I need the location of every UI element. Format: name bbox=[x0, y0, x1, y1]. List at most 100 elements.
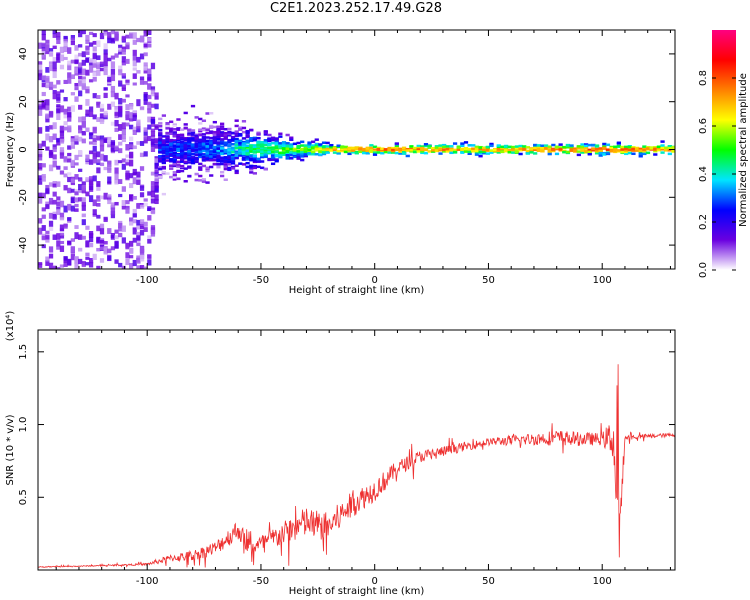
spectrogram-cell bbox=[147, 124, 152, 130]
spectrogram-cell bbox=[70, 188, 75, 193]
spectrogram-cell bbox=[136, 37, 141, 43]
spectrogram-cell bbox=[110, 246, 116, 251]
spectrogram-cell bbox=[438, 144, 443, 147]
spectrogram-cell bbox=[85, 109, 90, 116]
spectrogram-cell bbox=[48, 136, 54, 143]
spectrogram-cell bbox=[649, 146, 654, 150]
spectrogram-cell bbox=[41, 163, 46, 168]
spectrogram-cell bbox=[187, 145, 192, 148]
spectrogram-cell bbox=[96, 214, 101, 219]
spectrogram-cell bbox=[74, 96, 79, 102]
spectrogram-cell bbox=[118, 222, 123, 229]
spectrogram-cell bbox=[158, 148, 163, 152]
spectrogram-cell bbox=[179, 149, 185, 152]
spectrogram-cell bbox=[190, 139, 196, 142]
spectrogram-cell bbox=[613, 145, 618, 149]
spectrogram-cell bbox=[234, 124, 239, 128]
spectrogram-cell bbox=[256, 131, 261, 135]
spectrogram-cell bbox=[187, 137, 192, 140]
spectrogram-cell bbox=[565, 150, 571, 154]
spectrogram-cell bbox=[190, 159, 196, 163]
spectrogram-cell bbox=[238, 146, 243, 149]
spectrogram-cell bbox=[74, 174, 79, 180]
spectrogram-cell bbox=[38, 154, 43, 161]
spectrogram-cell bbox=[136, 171, 141, 178]
spectrogram-cell bbox=[584, 143, 589, 146]
spectrogram-cell bbox=[631, 147, 636, 151]
spectrogram-cell bbox=[121, 225, 126, 232]
spectrogram-cell bbox=[525, 146, 530, 149]
spectrogram-cell bbox=[114, 92, 119, 100]
spectrogram-cell bbox=[172, 162, 177, 166]
spectrogram-cell bbox=[260, 141, 265, 144]
spectrogram-cell bbox=[485, 152, 490, 155]
spectrogram-cell bbox=[88, 176, 94, 181]
spectrogram-cell bbox=[110, 144, 116, 152]
spectrogram-cell bbox=[52, 67, 57, 72]
spectrogram-cell bbox=[496, 145, 501, 149]
spectrogram-cell bbox=[118, 262, 123, 268]
spectrogram-cell bbox=[289, 145, 294, 148]
spectrogram-cell bbox=[150, 86, 156, 92]
spectrogram-cell bbox=[187, 175, 192, 178]
spectrogram-cell bbox=[114, 229, 119, 234]
spectrogram-cell bbox=[172, 124, 177, 128]
spectrogram-cell bbox=[420, 146, 425, 150]
spectrogram-cell bbox=[67, 145, 72, 150]
spectrogram-cell bbox=[172, 145, 177, 148]
spectrogram-cell bbox=[179, 133, 185, 137]
spectrogram-cell bbox=[85, 69, 90, 76]
spectrogram-cell bbox=[296, 157, 301, 160]
spectrogram-cell bbox=[540, 144, 545, 147]
spectrogram-cell bbox=[478, 154, 483, 158]
spectrogram-cell bbox=[161, 151, 166, 154]
spectrogram-cell bbox=[209, 149, 214, 152]
spectrogram-cell bbox=[92, 40, 97, 45]
spectrogram-cell bbox=[452, 150, 458, 154]
spectrogram-cell bbox=[103, 110, 108, 116]
spectrogram-cell bbox=[63, 56, 68, 60]
spectrogram-cell bbox=[56, 32, 61, 38]
spectrogram-cell bbox=[161, 170, 166, 174]
spectrogram-cell bbox=[511, 145, 516, 149]
spectrogram-cell bbox=[74, 203, 79, 208]
spectrogram-cell bbox=[114, 240, 119, 246]
spectrogram-cell bbox=[190, 161, 196, 165]
spectrogram-cell bbox=[664, 146, 669, 149]
spectrogram-cell bbox=[252, 150, 257, 154]
spectrogram-cell bbox=[220, 145, 225, 149]
spectrogram-cell bbox=[107, 164, 112, 171]
spectrogram-cell bbox=[172, 158, 177, 161]
spectrogram-cell bbox=[110, 68, 116, 75]
spectrogram-cell bbox=[147, 83, 152, 90]
spectrogram-cell bbox=[212, 141, 217, 144]
spectrogram-cell bbox=[96, 167, 101, 174]
spectrogram-cell bbox=[467, 150, 472, 154]
spectrogram-cell bbox=[238, 162, 243, 165]
spectrogram-cell bbox=[132, 126, 137, 132]
spectrogram-cell bbox=[121, 128, 126, 135]
spectrogram-cell bbox=[176, 118, 181, 121]
spectrogram-cell bbox=[624, 145, 629, 149]
spectrogram-cell bbox=[292, 153, 298, 157]
spectrogram-cell bbox=[107, 160, 112, 165]
spectrogram-cell bbox=[59, 232, 65, 236]
spectrogram-cell bbox=[165, 154, 170, 158]
spectrogram-cell bbox=[78, 52, 83, 57]
spectrogram-cell bbox=[107, 103, 112, 110]
spectrogram-cell bbox=[99, 63, 105, 68]
spectrogram-cell bbox=[405, 147, 410, 151]
spectrogram-cell bbox=[78, 125, 83, 130]
spectrogram-cell bbox=[634, 147, 640, 150]
spectrogram-cell bbox=[103, 64, 108, 69]
spectrogram-cell bbox=[81, 59, 86, 66]
spectrogram-cell bbox=[45, 234, 50, 240]
spectrogram-cell bbox=[158, 151, 163, 154]
spectrogram-cell bbox=[194, 150, 199, 154]
spectrogram-cell bbox=[183, 180, 188, 183]
spectrogram-cell bbox=[81, 83, 86, 91]
spectrogram-cell bbox=[81, 51, 86, 58]
spectrogram-cell bbox=[343, 148, 348, 152]
spectrogram-cell bbox=[172, 164, 177, 168]
spectrogram-cell bbox=[132, 114, 137, 122]
